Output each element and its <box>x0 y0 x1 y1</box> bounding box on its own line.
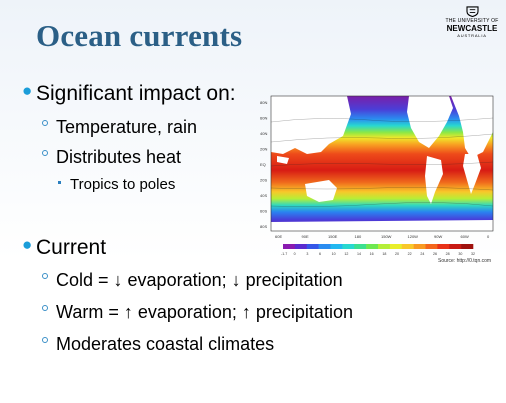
colorbar-swatch <box>401 244 414 249</box>
bullet-marker: ● <box>22 235 33 254</box>
colorbar-label: 28 <box>446 252 450 256</box>
logo-line-university-of: THE UNIVERSITY OF <box>445 18 499 24</box>
university-logo: THE UNIVERSITY OF NEWCASTLE AUSTRALIA <box>444 6 500 46</box>
colorbar-label: 30 <box>458 252 462 256</box>
colorbar-label: 10 <box>332 252 336 256</box>
bullet-text: Current <box>36 236 107 259</box>
bullet-text: Warm = ↑ evaporation; ↑ precipitation <box>56 302 353 322</box>
isotherm-contours <box>270 117 494 207</box>
colorbar-labels: -1.7 0 3 6 10 12 14 16 18 20 22 24 26 28 30 32 <box>281 252 475 256</box>
latitude-label: 20N <box>260 147 267 152</box>
latitude-label: EQ <box>260 162 266 167</box>
bullet-warm: Warm = ↑ evaporation; ↑ precipitation <box>42 302 353 323</box>
colorbar-swatch <box>318 244 331 249</box>
bullet-text: Cold = ↓ evaporation; ↓ precipitation <box>56 270 343 290</box>
slide-title: Ocean currents <box>36 18 243 53</box>
temperature-colorbar <box>283 244 474 249</box>
latitude-label: 40S <box>260 193 267 198</box>
colorbar-label: 14 <box>357 252 361 256</box>
continents <box>271 96 493 231</box>
longitude-label: 150E <box>328 234 338 239</box>
bullet-text: Significant impact on: <box>36 82 236 105</box>
bullet-cold: Cold = ↓ evaporation; ↓ precipitation <box>42 270 343 291</box>
colorbar-swatch <box>461 244 474 249</box>
bullet-text: Moderates coastal climates <box>56 334 275 354</box>
india-landmass <box>277 156 289 164</box>
colorbar-swatch <box>425 244 438 249</box>
latitude-label: 80N <box>260 100 267 105</box>
bullet-text: Tropics to poles <box>70 176 176 193</box>
bullet-marker <box>58 181 61 184</box>
longitude-labels: 60E 90E 150E 180 150W 120W 90W 60W 0 <box>275 234 490 239</box>
north-america-landmass <box>407 96 453 148</box>
logo-line-australia: AUSTRALIA <box>457 33 487 38</box>
bullet-marker <box>42 337 48 343</box>
bullet-marker: ● <box>22 81 33 100</box>
colorbar-label: 18 <box>382 252 386 256</box>
colorbar-label: -1.7 <box>281 252 287 256</box>
longitude-label: 60W <box>461 234 469 239</box>
australia-landmass <box>305 180 337 202</box>
colorbar-label: 12 <box>344 252 348 256</box>
colorbar-label: 16 <box>370 252 374 256</box>
colorbar-swatch <box>294 244 308 249</box>
latitude-label: 20S <box>260 178 267 183</box>
colorbar-label: 6 <box>319 252 321 256</box>
colorbar-label: 20 <box>395 252 399 256</box>
bullet-current: ● Current <box>22 235 107 260</box>
bullet-distributes-heat: Distributes heat <box>42 147 182 168</box>
colorbar-swatch <box>449 244 462 249</box>
bullet-marker <box>42 273 48 279</box>
bullet-moderates-coastal: Moderates coastal climates <box>42 334 275 355</box>
latitude-label: 40N <box>260 131 267 136</box>
bullet-significant-impact: ● Significant impact on: <box>22 81 236 106</box>
colorbar-swatch <box>413 244 426 249</box>
latitude-label: 60N <box>260 116 267 121</box>
colorbar-label: 22 <box>408 252 412 256</box>
colorbar-swatch <box>437 244 450 249</box>
bullet-text: Temperature, rain <box>56 117 198 137</box>
map-source-credit: Source: http://0.tqn.com <box>438 258 492 264</box>
map-frame <box>270 95 494 232</box>
longitude-label: 180 <box>355 234 362 239</box>
south-america-landmass <box>425 156 443 204</box>
crest-icon <box>465 6 479 17</box>
bullet-text: Distributes heat <box>56 147 182 167</box>
colorbar-label: 26 <box>433 252 437 256</box>
africa-south-landmass <box>463 154 481 194</box>
colorbar-label: 32 <box>471 252 475 256</box>
longitude-label: 150W <box>381 234 392 239</box>
colorbar-swatch <box>283 244 296 249</box>
bullet-tropics-to-poles: Tropics to poles <box>58 176 176 193</box>
bullet-marker <box>42 120 48 126</box>
latitude-label: 80S <box>260 224 267 229</box>
logo-line-newcastle: NEWCASTLE <box>446 24 498 33</box>
colorbar-swatch <box>354 244 367 249</box>
longitude-label: 120W <box>408 234 419 239</box>
colorbar-swatch <box>366 244 379 249</box>
longitude-label: 90E <box>302 234 309 239</box>
colorbar-label: 24 <box>420 252 424 256</box>
antarctica-landmass <box>271 220 493 231</box>
colorbar-swatch <box>389 244 403 249</box>
eurasia-landmass <box>271 96 351 154</box>
bullet-marker <box>42 150 48 156</box>
bullet-marker <box>42 305 48 311</box>
longitude-label: 0 <box>487 234 490 239</box>
bullet-temperature-rain: Temperature, rain <box>42 117 198 138</box>
colorbar-swatch <box>342 244 355 249</box>
longitude-label: 90W <box>434 234 442 239</box>
europe-africa-landmass <box>451 96 493 158</box>
colorbar-swatch <box>330 244 343 249</box>
colorbar-label: 3 <box>306 252 308 256</box>
latitude-label: 60S <box>260 209 267 214</box>
colorbar-swatch <box>378 244 391 249</box>
colorbar-swatch <box>306 244 319 249</box>
colorbar-label: 0 <box>294 252 296 256</box>
longitude-label: 60E <box>275 234 282 239</box>
latitude-labels: 80N 60N 40N 20N EQ 20S 40S 60S 80S <box>260 100 267 229</box>
